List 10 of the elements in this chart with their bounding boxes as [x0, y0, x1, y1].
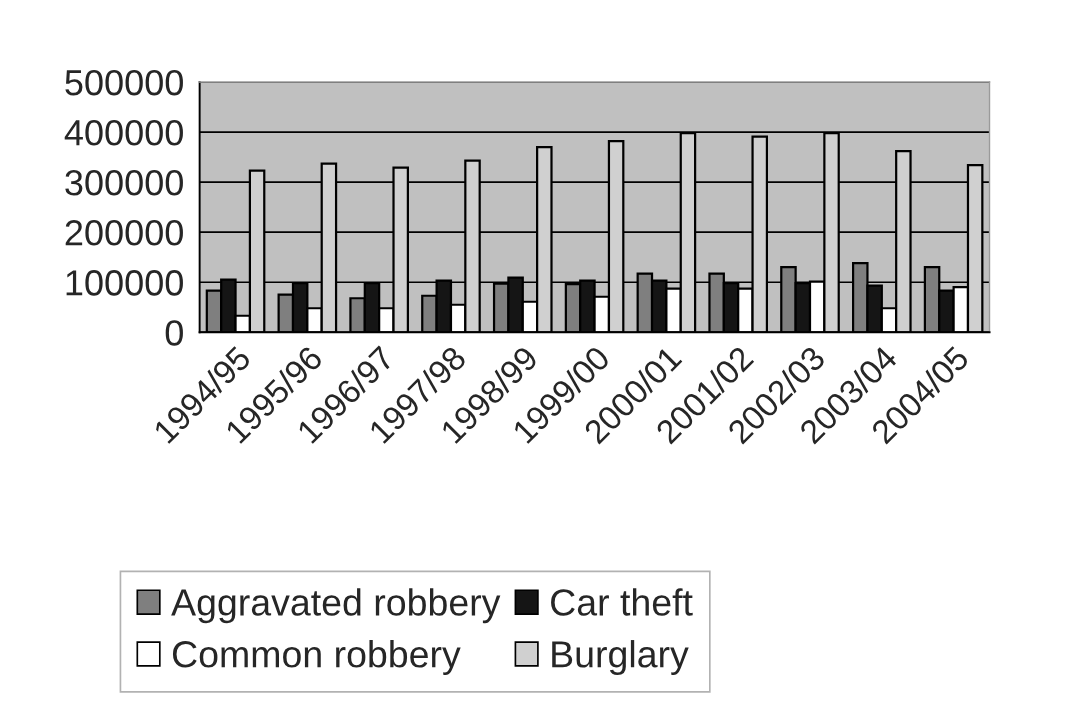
legend-label: Aggravated robbery [171, 588, 501, 624]
y-tick-label: 300000 [65, 169, 183, 196]
y-tick-label: 100000 [66, 270, 183, 296]
y-tick-label: 0 [165, 320, 183, 346]
legend-label: Car theft [551, 588, 693, 616]
y-tick-label: 400000 [64, 119, 183, 146]
legend-label: Burglary [552, 640, 689, 676]
y-tick-label: 500000 [65, 69, 183, 96]
legend-label: Common robbery [172, 640, 461, 676]
y-tick-label: 200000 [65, 220, 183, 246]
